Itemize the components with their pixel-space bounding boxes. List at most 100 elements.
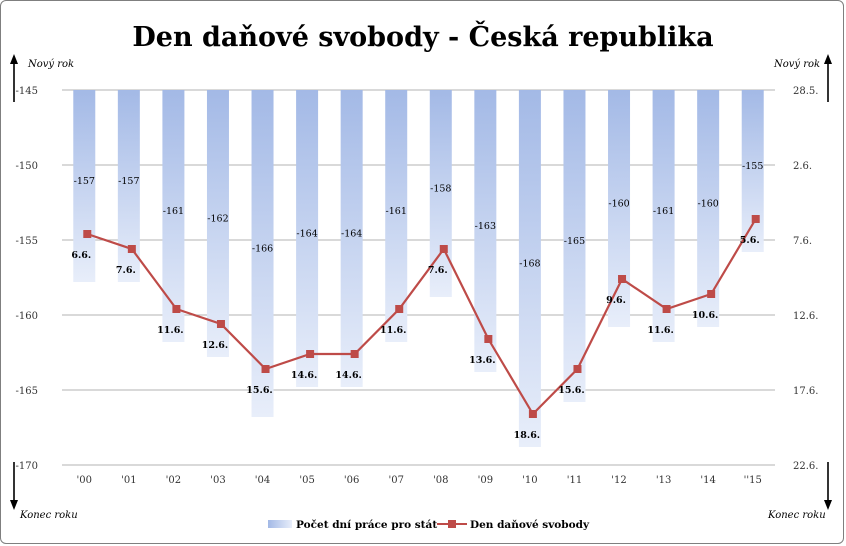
bar <box>296 90 319 387</box>
x-tick-label: '03 <box>210 475 225 486</box>
line-point <box>573 365 582 373</box>
x-tick-label: '06 <box>344 475 359 486</box>
x-tick-label: '10 <box>522 475 537 486</box>
x-tick-label: '00 <box>77 475 92 486</box>
bar <box>741 90 764 252</box>
bar-value-label: -160 <box>697 199 718 210</box>
right-tick-label: 2.6. <box>793 161 812 172</box>
bar <box>563 90 586 402</box>
bar <box>385 90 408 342</box>
line-point <box>83 230 92 238</box>
bar-value-label: -168 <box>519 259 540 270</box>
bar-value-label: -155 <box>742 161 763 172</box>
point-label: 11.6. <box>380 325 406 336</box>
line-point <box>216 320 225 328</box>
x-tick-label: '08 <box>433 475 448 486</box>
line-point <box>484 335 493 343</box>
line-point <box>395 305 404 313</box>
line-point <box>439 245 448 253</box>
bar <box>117 90 140 282</box>
line-point <box>751 215 760 223</box>
bar-value-label: -163 <box>475 221 496 232</box>
point-label: 11.6. <box>157 325 183 336</box>
line-point <box>172 305 181 313</box>
bar-value-label: -160 <box>608 199 629 210</box>
bar-value-label: -162 <box>207 214 228 225</box>
x-tick-label: ''15 <box>744 475 762 486</box>
right-tick-label: 22.6. <box>793 461 818 472</box>
right-top-label: Nový rok <box>773 59 820 70</box>
x-tick-label: '13 <box>656 475 671 486</box>
point-label: 15.6. <box>558 385 584 396</box>
right-tick-label: 7.6. <box>793 236 812 247</box>
left-tick-label: -145 <box>16 86 38 97</box>
bar-value-label: -161 <box>653 206 674 217</box>
bar-value-label: -161 <box>386 206 407 217</box>
right-tick-label: 28.5. <box>793 86 818 97</box>
point-label: 7.6. <box>428 265 448 276</box>
bar-value-label: -161 <box>163 206 184 217</box>
x-tick-label: '11 <box>567 475 582 486</box>
bar-value-label: -164 <box>341 229 362 240</box>
bar-value-label: -165 <box>564 236 585 247</box>
left-tick-label: -165 <box>16 386 38 397</box>
line-point <box>127 245 136 253</box>
bar-value-label: -157 <box>118 176 139 187</box>
legend-line-label: Den daňové svobody <box>470 519 590 531</box>
point-label: 18.6. <box>514 430 540 441</box>
left-top-label: Nový rok <box>27 59 74 70</box>
bar <box>251 90 274 417</box>
bar <box>518 90 541 447</box>
point-label: 11.6. <box>647 325 673 336</box>
bar <box>697 90 720 327</box>
x-tick-label: '12 <box>611 475 626 486</box>
right-bottom-label: Konec roku <box>767 510 826 521</box>
line-point <box>350 350 359 358</box>
point-label: 7.6. <box>116 265 136 276</box>
bar-value-label: -157 <box>74 176 95 187</box>
bar-value-label: -158 <box>430 184 451 195</box>
point-label: 10.6. <box>692 310 718 321</box>
x-tick-label: '05 <box>299 475 314 486</box>
x-tick-label: '02 <box>166 475 181 486</box>
left-tick-label: -155 <box>16 236 38 247</box>
bar <box>206 90 229 357</box>
line-point <box>528 410 537 418</box>
bar <box>608 90 631 327</box>
line-point <box>618 275 627 283</box>
left-tick-label: -150 <box>16 161 38 172</box>
point-label: 15.6. <box>246 385 272 396</box>
left-tick-label: -160 <box>16 311 38 322</box>
line-point <box>662 305 671 313</box>
point-label: 13.6. <box>469 355 495 366</box>
point-label: 6.6. <box>71 250 91 261</box>
x-tick-label: '07 <box>388 475 403 486</box>
left-tick-label: -170 <box>16 461 38 472</box>
right-up-arrowhead <box>824 54 832 64</box>
right-tick-label: 12.6. <box>793 311 818 322</box>
left-bottom-label: Konec roku <box>19 510 78 521</box>
right-tick-label: 17.6. <box>793 386 818 397</box>
line-point <box>261 365 270 373</box>
bar <box>652 90 675 342</box>
bar <box>474 90 497 372</box>
line-series <box>86 218 757 416</box>
bar <box>340 90 363 387</box>
chart-title: Den daňové svobody - Česká republika <box>132 22 714 53</box>
left-down-arrowhead <box>10 500 18 510</box>
point-label: 9.6. <box>606 295 626 306</box>
x-tick-label: '09 <box>478 475 493 486</box>
legend-bar-label: Počet dní práce pro stát <box>296 518 437 531</box>
legend-line-marker <box>448 520 456 528</box>
left-up-arrowhead <box>10 54 18 64</box>
point-label: 14.6. <box>291 370 317 381</box>
line-point <box>306 350 315 358</box>
point-label: 14.6. <box>335 370 361 381</box>
bar <box>162 90 185 342</box>
point-label: 5.6. <box>740 235 760 246</box>
bar-value-label: -164 <box>296 229 317 240</box>
x-tick-label: '01 <box>121 475 136 486</box>
point-label: 12.6. <box>202 340 228 351</box>
x-tick-label: '04 <box>255 475 270 486</box>
